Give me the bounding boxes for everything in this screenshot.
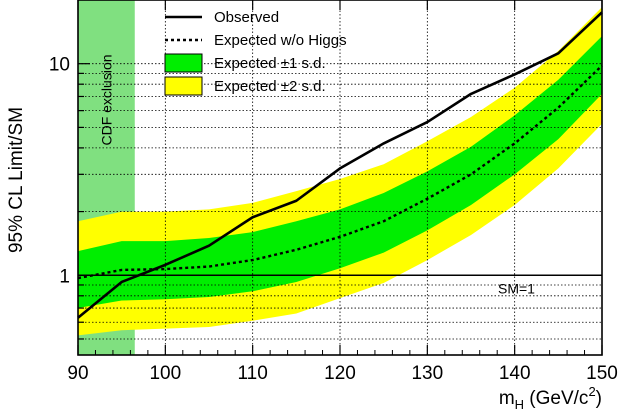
legend-label: Observed <box>214 9 279 26</box>
x-tick-label: 130 <box>411 363 443 384</box>
series-layer <box>77 11 603 319</box>
legend-label: Expected w/o Higgs <box>214 32 347 49</box>
band-one-sigma <box>78 36 602 309</box>
expected-line <box>77 64 603 280</box>
reference-line-layer: SM=1 <box>78 274 602 296</box>
x-axis-label-sub: H <box>515 397 524 412</box>
x-tick-label: 140 <box>499 363 531 384</box>
legend-swatch <box>164 53 203 73</box>
sm-reference-label: SM=1 <box>498 280 535 296</box>
x-axis-label-end: ) <box>596 388 602 409</box>
legend-item: Expected ±1 s.d. <box>164 53 326 73</box>
legend-item: Expected ±2 s.d. <box>164 76 326 96</box>
x-tick-label: 90 <box>67 363 88 384</box>
legend-swatch <box>164 76 203 96</box>
bands-layer <box>78 7 602 336</box>
x-tick-label: 100 <box>149 363 181 384</box>
observed-line <box>77 11 603 319</box>
x-axis-label: mH (GeV/c2) <box>499 384 602 412</box>
x-axis-label-rest: (GeV/c <box>524 388 588 409</box>
y-tick-label: 1 <box>59 266 70 287</box>
x-axis-label-sup: 2 <box>588 384 595 399</box>
y-tick-label: 10 <box>49 55 70 76</box>
x-tick-label: 120 <box>324 363 356 384</box>
y-axis-label: 95% CL Limit/SM <box>6 107 27 253</box>
x-tick-label: 150 <box>586 363 618 384</box>
x-axis-label-main: m <box>499 388 515 409</box>
exclusion-region-label: CDF exclusion <box>98 54 114 145</box>
legend-item: Expected w/o Higgs <box>165 32 347 49</box>
x-tick-label: 110 <box>238 363 268 384</box>
legend-label: Expected ±2 s.d. <box>214 78 326 95</box>
legend-label: Expected ±1 s.d. <box>214 55 326 72</box>
legend-item: Observed <box>165 9 279 26</box>
legend: Observed Expected w/o Higgs Expected ±1 s.… <box>164 9 347 96</box>
